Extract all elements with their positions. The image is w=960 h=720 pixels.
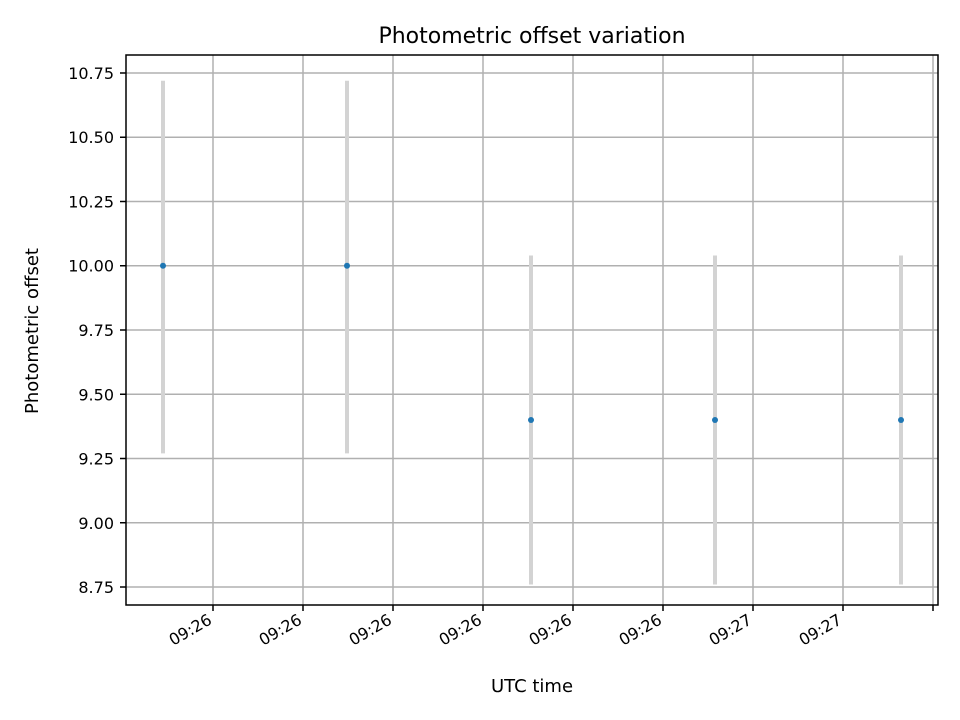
data-point: [160, 262, 166, 269]
chart-title: Photometric offset variation: [378, 24, 685, 49]
y-axis-label: Photometric offset: [22, 248, 43, 414]
data-point: [898, 416, 904, 423]
y-tick-label: 9.50: [78, 385, 114, 404]
y-tick-label: 9.75: [78, 321, 114, 340]
data-point: [344, 262, 350, 269]
y-tick-label: 9.00: [78, 514, 114, 533]
data-points: [160, 262, 904, 423]
data-point: [528, 416, 534, 423]
y-tick-label: 9.25: [78, 450, 114, 469]
y-tick-label: 10.50: [68, 128, 114, 147]
y-tick-label: 10.75: [68, 64, 114, 83]
y-tick-label: 8.75: [78, 578, 114, 597]
y-tick-label: 10.00: [68, 257, 114, 276]
x-axis-label: UTC time: [491, 676, 573, 697]
data-point: [712, 416, 718, 423]
y-axis-ticks: 8.75 9.00 9.25 9.50 9.75 10.00 10.25 10.50 10.75: [68, 64, 126, 597]
y-tick-label: 10.25: [68, 192, 114, 211]
